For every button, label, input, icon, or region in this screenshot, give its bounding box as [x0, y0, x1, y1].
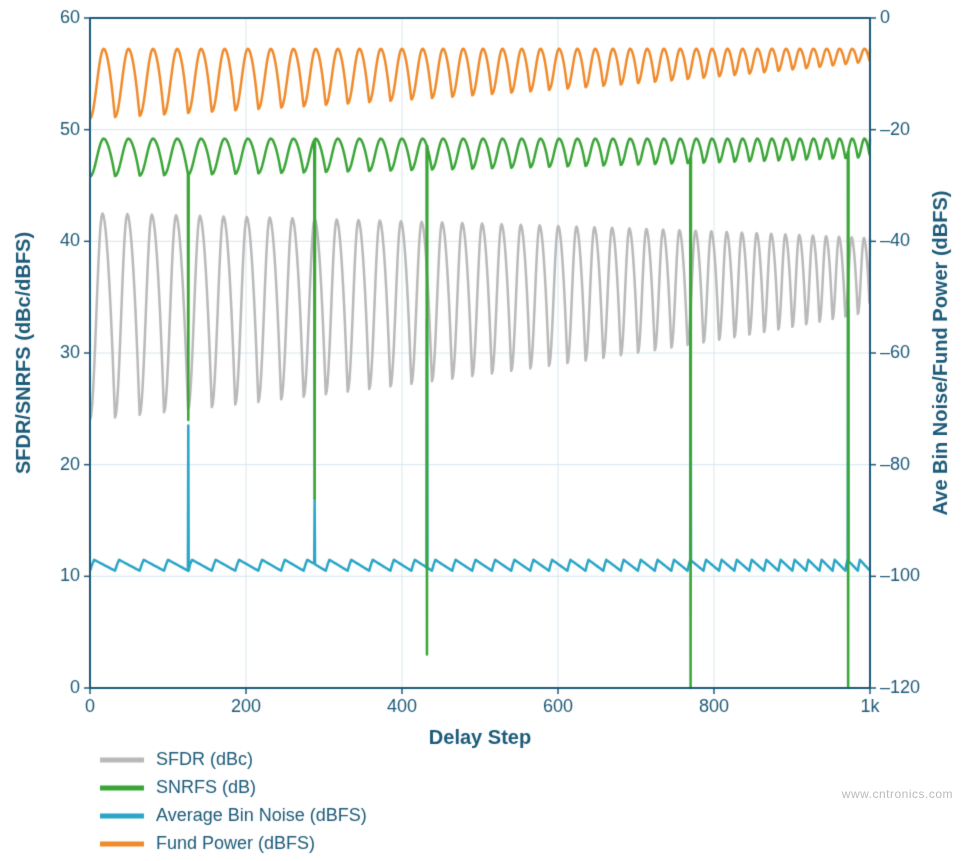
delay-step-chart — [0, 0, 961, 861]
watermark: www.cntronics.com — [842, 787, 953, 801]
